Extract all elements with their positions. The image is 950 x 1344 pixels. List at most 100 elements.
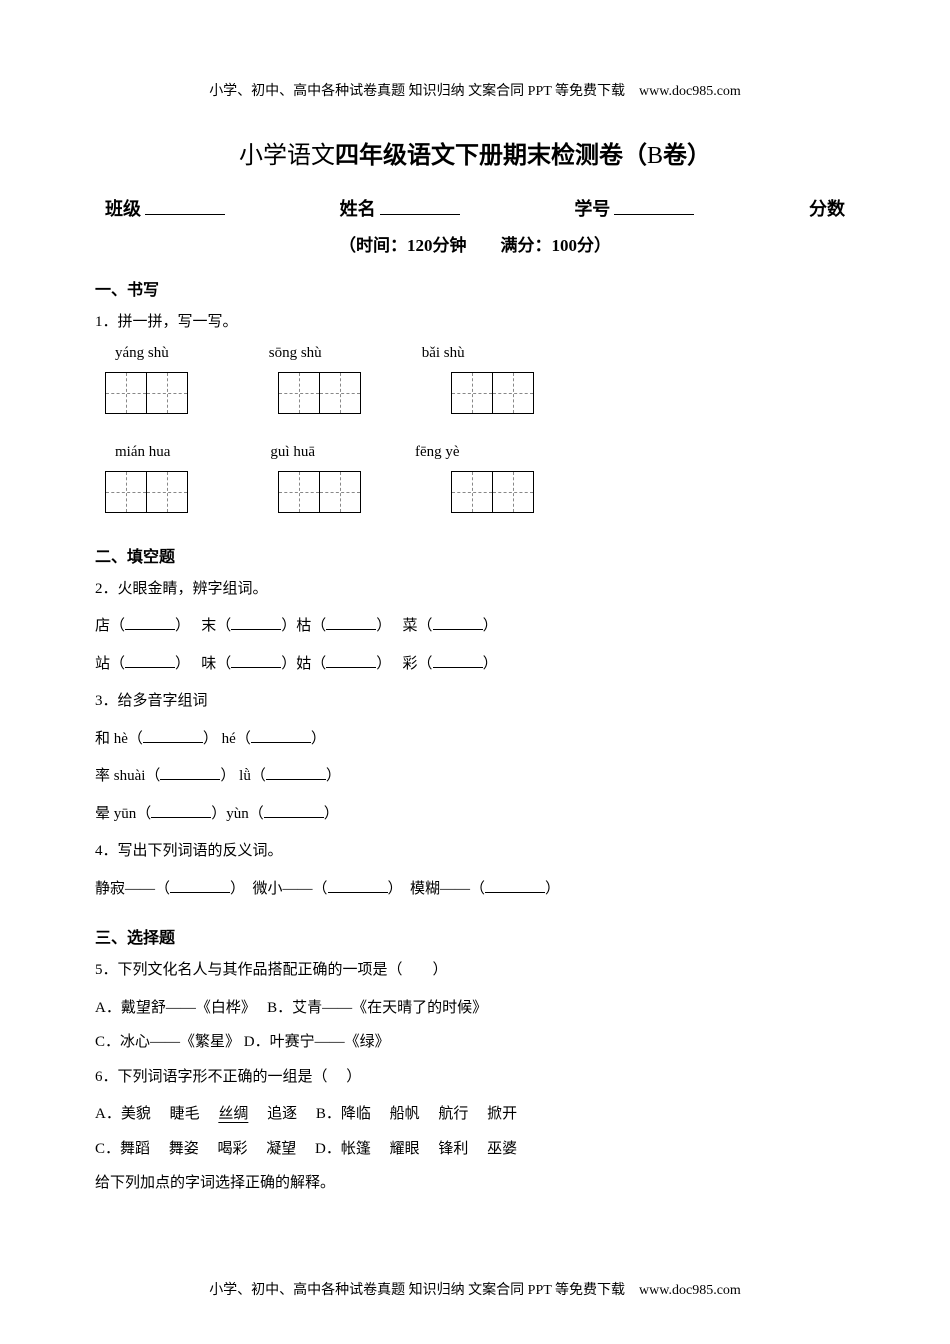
- tianzige-cell[interactable]: [146, 372, 188, 414]
- q2-char: ） 末（: [175, 618, 231, 634]
- class-blank[interactable]: [145, 195, 225, 215]
- id-field: 学号: [574, 195, 694, 221]
- q3-text: 率 shuài（: [95, 768, 160, 784]
- fill-blank[interactable]: [231, 652, 281, 668]
- tianzige-cell[interactable]: [492, 372, 534, 414]
- fill-blank[interactable]: [143, 727, 203, 743]
- class-label: 班级: [105, 195, 141, 221]
- q4-text: ）: [545, 881, 560, 897]
- fill-blank[interactable]: [160, 764, 220, 780]
- score-field: 分数: [809, 195, 845, 221]
- tianzige-cell[interactable]: [451, 471, 493, 513]
- pinyin-1-3: bǎi shù: [422, 345, 465, 362]
- q3-line-2: 率 shuài（ ） lǜ（ ）: [95, 759, 855, 794]
- pinyin-1-1: yáng shù: [115, 345, 169, 362]
- q2-char: 店（: [95, 618, 125, 634]
- q6-options-cd: C．舞蹈 舞姿 喝彩 凝望 D．帐篷 耀眼 锋利 巫婆: [95, 1132, 855, 1167]
- student-meta-row: 班级 姓名 学号 分数: [95, 195, 855, 221]
- q3-text: ）: [324, 806, 339, 822]
- tianzige-cell[interactable]: [105, 471, 147, 513]
- fill-blank[interactable]: [251, 727, 311, 743]
- q3-text: ） hé（: [203, 731, 251, 747]
- title-prefix: 小学语文: [239, 143, 335, 169]
- tianzige-cell[interactable]: [146, 471, 188, 513]
- fill-blank[interactable]: [326, 614, 376, 630]
- question-1: 1．拼一拼，写一写。: [95, 305, 855, 340]
- q2-char: 站（: [95, 656, 125, 672]
- tianzige-group: [278, 372, 361, 414]
- id-blank[interactable]: [614, 195, 694, 215]
- fill-blank[interactable]: [170, 877, 230, 893]
- q3-line-3: 晕 yūn（ ）yùn（ ）: [95, 797, 855, 832]
- q3-line-1: 和 hè（ ） hé（ ）: [95, 722, 855, 757]
- pinyin-row-2: mián hua guì huā fēng yè: [115, 444, 855, 461]
- question-4: 4．写出下列词语的反义词。: [95, 834, 855, 869]
- q2-char: ） 彩（: [376, 656, 432, 672]
- fill-blank[interactable]: [326, 652, 376, 668]
- question-2: 2．火眼金睛，辨字组词。: [95, 572, 855, 607]
- fill-blank[interactable]: [231, 614, 281, 630]
- tianzige-cell[interactable]: [278, 372, 320, 414]
- fill-blank[interactable]: [485, 877, 545, 893]
- q3-text: 晕 yūn（: [95, 806, 151, 822]
- q6-options-ab: A．美貌 睫毛 丝绸 追逐 B．降临 船帆 航行 掀开: [95, 1097, 855, 1132]
- exam-title: 小学语文四年级语文下册期末检测卷（B卷）: [95, 135, 855, 170]
- section-2-header: 二、填空题: [95, 543, 855, 567]
- q2-line-2: 站（） 味（）姑（） 彩（）: [95, 647, 855, 682]
- tianzige-cell[interactable]: [451, 372, 493, 414]
- pinyin-2-1: mián hua: [115, 444, 170, 461]
- tianzige-group: [451, 471, 534, 513]
- q6-underlined-word: 丝绸: [218, 1106, 248, 1122]
- name-label: 姓名: [340, 195, 376, 221]
- question-3: 3．给多音字组词: [95, 684, 855, 719]
- q2-line-1: 店（ ） 末（ ）枯（ ） 菜（ ）: [95, 609, 855, 644]
- fill-blank[interactable]: [328, 877, 388, 893]
- q2-char: ） 菜（: [376, 618, 432, 634]
- pinyin-row-1: yáng shù sōng shù bǎi shù: [115, 345, 855, 362]
- tianzige-group: [451, 372, 534, 414]
- fill-blank[interactable]: [264, 802, 324, 818]
- tianzige-group: [278, 471, 361, 513]
- fill-blank[interactable]: [151, 802, 211, 818]
- tianzige-cell[interactable]: [492, 471, 534, 513]
- title-main: 四年级语文下册期末检测卷（: [335, 143, 647, 169]
- fill-blank[interactable]: [433, 652, 483, 668]
- fill-blank[interactable]: [125, 614, 175, 630]
- q2-char: ）: [483, 656, 498, 672]
- fill-blank[interactable]: [266, 764, 326, 780]
- name-blank[interactable]: [380, 195, 460, 215]
- q3-text: ）: [326, 768, 341, 784]
- tianzige-group: [105, 471, 188, 513]
- q3-text: 和 hè（: [95, 731, 143, 747]
- title-type: B: [647, 143, 663, 169]
- q4-text: ） 模糊——（: [388, 881, 486, 897]
- fill-blank[interactable]: [125, 652, 175, 668]
- pinyin-2-2: guì huā: [270, 444, 315, 461]
- tianzige-row-1: [105, 372, 855, 414]
- q2-char: ）姑（: [281, 656, 326, 672]
- id-label: 学号: [574, 195, 610, 221]
- question-5: 5．下列文化名人与其作品搭配正确的一项是（ ）: [95, 953, 855, 988]
- q4-text: 静寂——（: [95, 881, 170, 897]
- pinyin-2-3: fēng yè: [415, 444, 460, 461]
- tianzige-cell[interactable]: [319, 372, 361, 414]
- page-header: 小学、初中、高中各种试卷真题 知识归纳 文案合同 PPT 等免费下载 www.d…: [95, 80, 855, 100]
- class-field: 班级: [105, 195, 225, 221]
- section-3-header: 三、选择题: [95, 924, 855, 948]
- q3-text: ） lǜ（: [220, 768, 265, 784]
- question-6: 6．下列词语字形不正确的一组是（ ）: [95, 1060, 855, 1095]
- q3-text: ）yùn（: [211, 806, 264, 822]
- tianzige-cell[interactable]: [319, 471, 361, 513]
- title-suffix: 卷）: [663, 143, 711, 169]
- q2-char: ）: [483, 618, 498, 634]
- q5-options-ab: A．戴望舒——《白桦》 B．艾青——《在天晴了的时候》: [95, 991, 855, 1026]
- q3-text: ）: [311, 731, 326, 747]
- tianzige-cell[interactable]: [105, 372, 147, 414]
- pinyin-1-2: sōng shù: [269, 345, 322, 362]
- q4-text: ） 微小——（: [230, 881, 328, 897]
- tianzige-cell[interactable]: [278, 471, 320, 513]
- page-footer: 小学、初中、高中各种试卷真题 知识归纳 文案合同 PPT 等免费下载 www.d…: [0, 1279, 950, 1299]
- q2-char: ）枯（: [281, 618, 326, 634]
- tianzige-row-2: [105, 471, 855, 513]
- fill-blank[interactable]: [433, 614, 483, 630]
